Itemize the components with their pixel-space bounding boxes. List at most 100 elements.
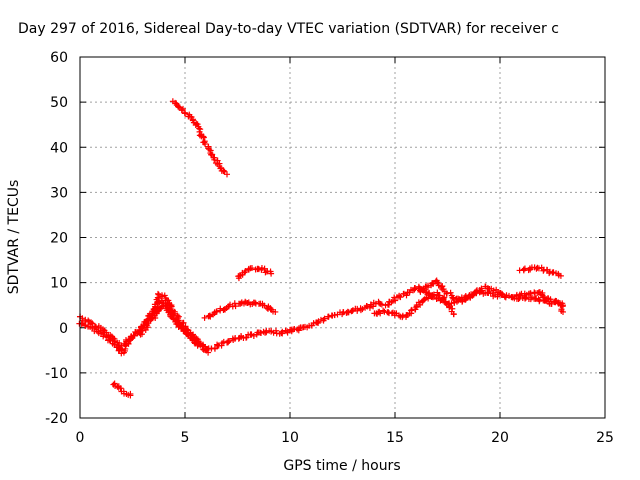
series-track-4 <box>235 264 275 282</box>
series-track-2 <box>110 380 134 399</box>
data-point <box>559 303 566 310</box>
data-point <box>408 307 415 314</box>
data-point <box>446 304 453 311</box>
data-point <box>443 290 450 297</box>
x-tick-label: 0 <box>76 430 85 446</box>
data-point <box>363 302 370 309</box>
data-point <box>541 293 548 300</box>
data-point <box>224 171 230 178</box>
data-point <box>354 307 361 314</box>
data-point <box>416 287 423 294</box>
series-track-10 <box>513 289 566 315</box>
data-point <box>175 321 182 328</box>
data-point <box>478 285 485 292</box>
series-track-1 <box>76 290 212 356</box>
data-point <box>201 314 208 321</box>
data-point <box>429 292 436 299</box>
data-point <box>380 307 387 314</box>
data-point <box>180 328 187 335</box>
data-point <box>217 164 224 171</box>
data-point <box>451 299 458 306</box>
data-point <box>447 289 454 296</box>
data-point <box>202 141 209 148</box>
data-point <box>194 342 201 349</box>
x-tick-label: 15 <box>386 430 404 446</box>
y-tick-label: 0 <box>59 321 68 337</box>
y-tick-label: 10 <box>50 276 68 292</box>
data-point <box>182 110 189 117</box>
x-axis-label: GPS time / hours <box>283 458 400 474</box>
data-point <box>450 311 457 318</box>
data-point <box>114 383 121 390</box>
data-point <box>415 299 422 306</box>
data-point <box>117 385 124 392</box>
series-track-9 <box>516 264 564 279</box>
data-point <box>560 308 566 315</box>
data-point <box>557 272 564 279</box>
data-point <box>321 315 328 322</box>
series-track-8 <box>416 277 506 305</box>
data-point <box>179 105 186 112</box>
x-tick-label: 5 <box>181 430 190 446</box>
series-track-3 <box>169 98 230 178</box>
data-point <box>226 337 233 344</box>
data-point <box>400 290 407 297</box>
data-point <box>397 294 404 301</box>
series-track-6 <box>137 302 201 349</box>
data-point <box>200 133 207 140</box>
data-point <box>209 151 216 158</box>
plot-frame <box>79 56 606 419</box>
data-point <box>499 290 506 297</box>
data-point <box>178 107 185 114</box>
data-point <box>232 303 239 310</box>
data-point <box>430 291 437 298</box>
data-point <box>106 336 113 343</box>
data-point <box>470 291 477 298</box>
data-point <box>168 303 175 310</box>
data-point <box>325 313 332 320</box>
data-point <box>272 327 279 334</box>
series-track-7 <box>371 289 457 321</box>
data-point <box>241 269 248 276</box>
y-tick-label: 50 <box>50 95 68 111</box>
y-tick-label: 20 <box>50 231 68 247</box>
data-point <box>184 331 191 338</box>
data-point <box>190 116 197 123</box>
data-point <box>205 349 212 356</box>
data-point <box>251 299 258 306</box>
data-point <box>217 305 224 312</box>
axis-ticks: 0 5 10 15 20 25 -20 -10 0 10 20 30 40 50 60 <box>45 50 614 446</box>
y-tick-label: -10 <box>45 366 68 382</box>
data-point <box>248 265 255 272</box>
x-tick-label: 10 <box>281 430 299 446</box>
data-point <box>220 168 227 175</box>
data-point <box>254 265 261 272</box>
data-point <box>268 270 275 277</box>
y-tick-label: -20 <box>45 411 68 427</box>
data-point <box>536 298 543 305</box>
data-point <box>211 156 218 163</box>
data-point <box>359 306 366 313</box>
data-point <box>436 292 443 299</box>
data-point <box>213 308 220 315</box>
x-tick-label: 25 <box>596 430 614 446</box>
data-point <box>155 290 162 297</box>
data-point <box>378 301 385 308</box>
data-point <box>392 297 399 304</box>
y-axis-label: SDTVAR / TECUs <box>6 180 22 295</box>
data-point <box>161 292 168 299</box>
chart-title: Day 297 of 2016, Sidereal Day-to-day VTE… <box>18 21 559 37</box>
y-tick-label: 30 <box>50 185 68 201</box>
y-tick-label: 60 <box>50 50 68 66</box>
data-point <box>258 266 265 273</box>
data-point <box>366 304 373 311</box>
data-point <box>469 292 476 299</box>
x-tick-label: 20 <box>491 430 509 446</box>
data-point <box>473 288 480 295</box>
data-point <box>377 310 384 317</box>
data-point <box>535 265 542 272</box>
series-track-5 <box>201 298 279 321</box>
data-point <box>202 346 209 353</box>
data-point <box>440 286 447 293</box>
